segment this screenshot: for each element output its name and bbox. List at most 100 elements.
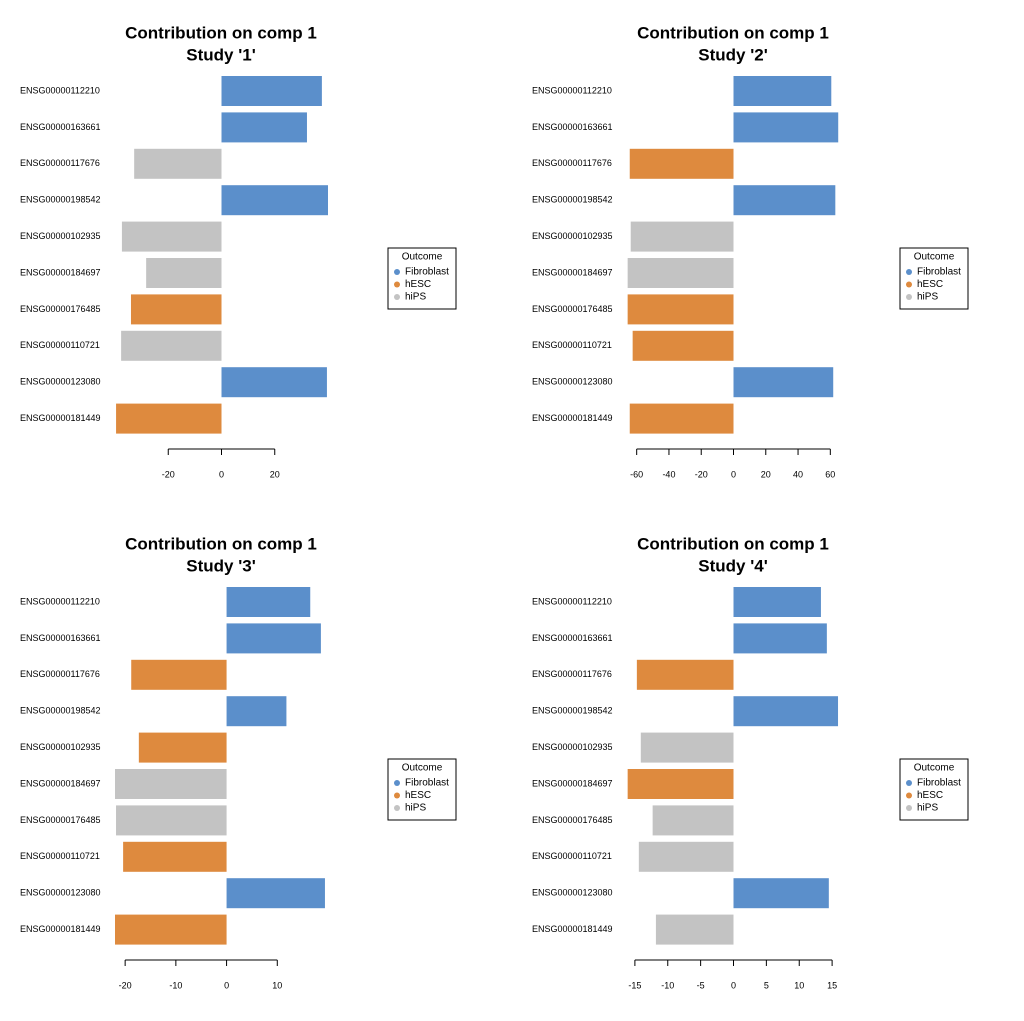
x-tick-label: -15 bbox=[628, 980, 641, 990]
bar bbox=[733, 696, 839, 727]
bar bbox=[733, 185, 836, 216]
y-tick-label: ENSG00000181449 bbox=[532, 413, 613, 423]
bar bbox=[130, 294, 222, 325]
bar bbox=[655, 914, 734, 945]
y-tick-label: ENSG00000117676 bbox=[20, 158, 100, 168]
legend-label: hiPS bbox=[405, 292, 426, 303]
y-tick-label: ENSG00000110721 bbox=[532, 340, 612, 350]
chart-title: Contribution on comp 1 bbox=[125, 23, 317, 42]
bar bbox=[733, 623, 827, 654]
x-tick-label: 20 bbox=[270, 469, 280, 479]
y-tick-label: ENSG00000184697 bbox=[532, 778, 613, 788]
x-tick-label: -40 bbox=[662, 469, 675, 479]
chart-subtitle: Study '2' bbox=[698, 45, 768, 64]
y-tick-label: ENSG00000181449 bbox=[20, 413, 101, 423]
y-tick-label: ENSG00000181449 bbox=[532, 924, 613, 934]
bar bbox=[733, 367, 834, 398]
legend-title: Outcome bbox=[914, 252, 955, 263]
x-tick-label: -10 bbox=[661, 980, 674, 990]
y-tick-label: ENSG00000163661 bbox=[532, 633, 613, 643]
y-tick-label: ENSG00000184697 bbox=[20, 267, 101, 277]
legend-label: Fibroblast bbox=[917, 778, 961, 789]
legend-swatch bbox=[906, 792, 912, 799]
bar bbox=[146, 258, 222, 288]
bar bbox=[632, 330, 734, 361]
y-tick-label: ENSG00000123080 bbox=[532, 888, 613, 898]
legend-swatch bbox=[906, 805, 912, 811]
bar bbox=[121, 221, 222, 252]
y-tick-label: ENSG00000163661 bbox=[20, 122, 101, 132]
x-tick-label: -20 bbox=[119, 980, 132, 990]
x-tick-label: 15 bbox=[827, 980, 837, 990]
y-tick-label: ENSG00000123080 bbox=[20, 377, 101, 387]
y-tick-label: ENSG00000117676 bbox=[532, 669, 612, 679]
bar bbox=[221, 112, 307, 143]
x-tick-label: -20 bbox=[162, 469, 175, 479]
legend-swatch bbox=[394, 281, 400, 288]
bar bbox=[630, 221, 734, 252]
bar bbox=[116, 403, 222, 434]
bar bbox=[640, 732, 734, 763]
legend-title: Outcome bbox=[402, 763, 443, 774]
y-tick-label: ENSG00000102935 bbox=[532, 742, 613, 752]
x-tick-label: 0 bbox=[219, 469, 224, 479]
y-tick-label: ENSG00000163661 bbox=[532, 122, 613, 132]
y-tick-label: ENSG00000110721 bbox=[532, 851, 612, 861]
legend-label: hiPS bbox=[405, 803, 426, 814]
chart-title: Contribution on comp 1 bbox=[637, 23, 829, 42]
bar bbox=[652, 805, 734, 836]
y-tick-label: ENSG00000176485 bbox=[20, 815, 101, 825]
y-tick-label: ENSG00000181449 bbox=[20, 924, 101, 934]
x-tick-label: -5 bbox=[697, 980, 705, 990]
y-tick-label: ENSG00000112210 bbox=[532, 85, 612, 95]
y-tick-label: ENSG00000198542 bbox=[532, 706, 613, 716]
y-tick-label: ENSG00000112210 bbox=[20, 85, 100, 95]
chart-subtitle: Study '1' bbox=[186, 45, 256, 64]
legend-label: Fibroblast bbox=[405, 778, 449, 789]
x-tick-label: 20 bbox=[761, 469, 771, 479]
legend-title: Outcome bbox=[402, 252, 443, 263]
bar bbox=[134, 148, 222, 179]
y-tick-label: ENSG00000112210 bbox=[532, 596, 612, 606]
legend-swatch bbox=[394, 294, 400, 300]
legend-swatch bbox=[906, 269, 912, 275]
legend-swatch bbox=[394, 792, 400, 799]
y-tick-label: ENSG00000198542 bbox=[20, 195, 101, 205]
y-tick-label: ENSG00000102935 bbox=[20, 231, 101, 241]
x-tick-label: 60 bbox=[825, 469, 835, 479]
legend-label: hESC bbox=[405, 790, 431, 801]
y-tick-label: ENSG00000198542 bbox=[20, 706, 101, 716]
legend-label: hESC bbox=[917, 279, 943, 290]
bar bbox=[627, 258, 734, 288]
bar bbox=[115, 914, 227, 945]
legend-box bbox=[387, 758, 457, 821]
legend-swatch bbox=[394, 780, 400, 786]
bar bbox=[115, 769, 227, 799]
y-tick-label: ENSG00000102935 bbox=[532, 231, 613, 241]
y-tick-label: ENSG00000123080 bbox=[20, 888, 101, 898]
y-tick-label: ENSG00000117676 bbox=[532, 158, 612, 168]
legend-title: Outcome bbox=[914, 763, 955, 774]
legend-box bbox=[899, 247, 969, 310]
y-tick-label: ENSG00000112210 bbox=[20, 596, 100, 606]
legend-label: hiPS bbox=[917, 292, 938, 303]
legend-swatch bbox=[394, 269, 400, 275]
y-tick-label: ENSG00000117676 bbox=[20, 669, 100, 679]
y-tick-label: ENSG00000123080 bbox=[532, 377, 613, 387]
x-tick-label: 40 bbox=[793, 469, 803, 479]
legend-swatch bbox=[906, 294, 912, 300]
legend-label: Fibroblast bbox=[405, 267, 449, 278]
bar bbox=[629, 403, 734, 434]
x-tick-label: 10 bbox=[794, 980, 804, 990]
legend-label: hiPS bbox=[917, 803, 938, 814]
x-tick-label: 10 bbox=[272, 980, 282, 990]
chart-title: Contribution on comp 1 bbox=[637, 534, 829, 553]
chart-subtitle: Study '3' bbox=[186, 556, 256, 575]
y-tick-label: ENSG00000176485 bbox=[532, 815, 613, 825]
legend-label: hESC bbox=[405, 279, 431, 290]
legend-swatch bbox=[906, 281, 912, 288]
bar bbox=[226, 878, 325, 909]
bar bbox=[226, 696, 287, 727]
bar bbox=[221, 76, 322, 106]
x-tick-label: -10 bbox=[169, 980, 182, 990]
